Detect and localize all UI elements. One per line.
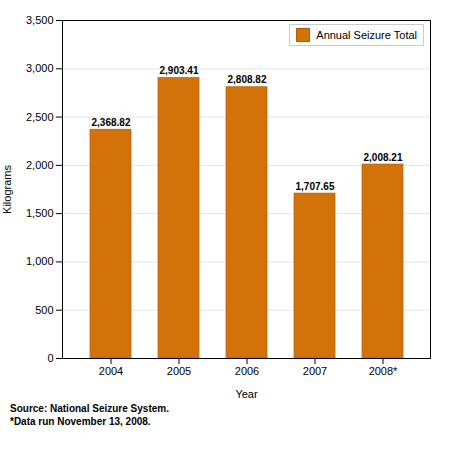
svg-text:1,707.65: 1,707.65 [296, 181, 335, 192]
svg-text:2,808.82: 2,808.82 [228, 74, 267, 85]
svg-text:3,000: 3,000 [26, 62, 54, 74]
svg-text:2005: 2005 [167, 365, 191, 377]
svg-text:2006: 2006 [235, 365, 259, 377]
svg-text:1,500: 1,500 [26, 207, 54, 219]
svg-text:2,008.21: 2,008.21 [364, 152, 403, 163]
svg-text:2008*: 2008* [369, 365, 398, 377]
svg-text:Year: Year [235, 388, 258, 400]
svg-text:2007: 2007 [303, 365, 327, 377]
svg-text:Kilograms: Kilograms [1, 165, 13, 214]
svg-text:2,903.41: 2,903.41 [160, 65, 199, 76]
html-text:Source: National Seizure Syste: Source: National Seizure System. [10, 403, 169, 414]
svg-text:0: 0 [47, 352, 53, 364]
svg-text:2,368.82: 2,368.82 [92, 117, 131, 128]
html-text:Annual Seizure Total: Annual Seizure Total [316, 29, 417, 41]
svg-text:2,500: 2,500 [26, 111, 54, 123]
svg-text:2004: 2004 [99, 365, 123, 377]
svg-text:3,500: 3,500 [26, 14, 54, 26]
svg-text:2,000: 2,000 [26, 159, 54, 171]
svg-text:1,000: 1,000 [26, 255, 54, 267]
svg-text:500: 500 [35, 304, 53, 316]
html-text:*Data run November 13, 2008.: *Data run November 13, 2008. [10, 416, 151, 427]
